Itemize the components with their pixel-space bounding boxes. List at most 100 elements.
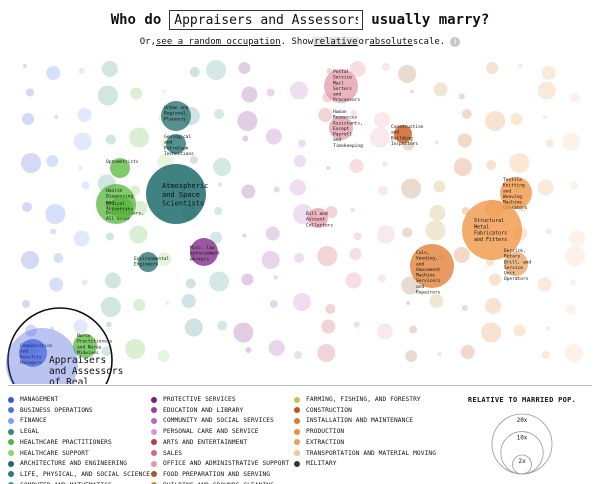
bubble[interactable] <box>398 65 417 83</box>
labeled-bubble[interactable]: Compensation and Benefits Managers <box>19 339 53 367</box>
labeled-bubble[interactable]: Postal Service Mail Sorters and Processors <box>324 69 360 103</box>
bubble[interactable] <box>130 87 143 100</box>
bubble[interactable] <box>545 139 554 148</box>
bubble[interactable] <box>81 181 90 190</box>
legend-item[interactable]: COMPUTER AND MATHEMATICS <box>8 482 112 484</box>
legend-item[interactable]: EXTRACTION <box>294 439 344 446</box>
bubble[interactable] <box>317 344 336 362</box>
bubble[interactable] <box>570 181 578 190</box>
bubble[interactable] <box>486 258 495 266</box>
legend-item[interactable]: LIFE, PHYSICAL, AND SOCIAL SCIENCE <box>8 471 150 478</box>
labeled-bubble[interactable]: Medical Scientists <box>106 197 133 219</box>
bubble[interactable] <box>486 62 499 74</box>
bubble[interactable] <box>537 81 556 100</box>
bubble[interactable] <box>545 326 550 331</box>
occupation-input[interactable] <box>169 10 364 30</box>
bubble[interactable] <box>376 225 395 244</box>
bubble[interactable] <box>73 230 90 247</box>
bubble[interactable] <box>129 225 148 244</box>
bubble[interactable] <box>542 115 547 119</box>
bubble[interactable] <box>353 232 362 241</box>
bubble[interactable] <box>345 272 362 289</box>
bubble[interactable] <box>77 108 92 122</box>
bubble[interactable] <box>381 63 390 71</box>
bubble[interactable] <box>486 160 497 170</box>
bubble[interactable] <box>22 202 32 212</box>
bubble[interactable] <box>105 321 112 328</box>
bubble[interactable] <box>457 133 472 148</box>
bubble[interactable] <box>97 85 118 106</box>
bubble[interactable] <box>105 134 116 145</box>
bubble[interactable] <box>510 113 523 125</box>
bubble[interactable] <box>242 135 249 142</box>
labeled-bubble[interactable]: Derrick, Rotary Drill, and Service Unit Opera… <box>504 248 531 282</box>
bubble[interactable] <box>46 155 59 167</box>
labeled-bubble[interactable]: Atmospheric and Space Scientists <box>146 164 208 224</box>
relative-scale-toggle[interactable]: relative <box>313 37 359 47</box>
bubble[interactable] <box>214 109 225 119</box>
bubble[interactable] <box>514 275 519 280</box>
labeled-bubble[interactable]: Bill and Account Collectors <box>306 208 333 228</box>
legend-item[interactable]: CONSTRUCTION <box>294 407 352 414</box>
bubble[interactable] <box>233 322 254 343</box>
bubble[interactable] <box>100 297 121 317</box>
labeled-bubble[interactable]: Optometrists <box>106 158 139 178</box>
bubble[interactable] <box>23 64 27 68</box>
bubble[interactable] <box>565 344 583 362</box>
bubble[interactable] <box>318 108 333 122</box>
legend-item[interactable]: FOOD PREPARATION AND SERVING <box>151 471 270 478</box>
bubble[interactable] <box>406 301 411 305</box>
legend-item[interactable]: BUILDING AND GROUNDS CLEANING <box>151 482 274 484</box>
bubble[interactable] <box>460 345 475 359</box>
bubble[interactable] <box>189 67 200 77</box>
bubble[interactable] <box>157 252 172 266</box>
bubble[interactable] <box>290 179 306 196</box>
bubble[interactable] <box>125 339 146 359</box>
bubble[interactable] <box>241 273 254 286</box>
bubble[interactable] <box>293 204 313 224</box>
bubble[interactable] <box>537 179 554 196</box>
random-occupation-link[interactable]: see a random occupation <box>156 37 281 47</box>
bubble[interactable] <box>350 208 355 212</box>
legend-item[interactable]: MANAGEMENT <box>8 396 58 403</box>
bubble[interactable] <box>209 271 230 292</box>
bubble[interactable] <box>78 166 83 170</box>
bubble[interactable] <box>21 153 41 173</box>
bubble[interactable] <box>290 81 308 100</box>
labeled-bubble[interactable]: Construction and Building Inspectors <box>391 124 424 147</box>
bubble[interactable] <box>349 248 362 260</box>
bubble[interactable] <box>294 351 302 359</box>
labeled-bubble[interactable]: Human Resources Assistants, Except Payroll an… <box>329 109 363 149</box>
bubble[interactable] <box>104 272 121 289</box>
legend-item[interactable]: FARMING, FISHING, AND FORESTRY <box>294 396 421 403</box>
bubble[interactable] <box>429 205 446 221</box>
legend-item[interactable]: FINANCE <box>8 417 47 424</box>
bubble[interactable] <box>433 180 446 193</box>
bubble[interactable] <box>269 300 278 308</box>
legend-item[interactable]: BUSINESS OPERATIONS <box>8 407 93 414</box>
bubble[interactable] <box>165 301 170 305</box>
bubble[interactable] <box>213 158 232 176</box>
bubble[interactable] <box>210 231 223 244</box>
legend-item[interactable]: ARTS AND ENTERTAINMENT <box>151 439 247 446</box>
bubble[interactable] <box>105 232 114 241</box>
bubble[interactable] <box>565 246 585 266</box>
bubble[interactable] <box>481 322 502 343</box>
legend-item[interactable]: COMMUNITY AND SOCIAL SERVICES <box>151 417 274 424</box>
bubble[interactable] <box>25 324 37 337</box>
bubble[interactable] <box>376 323 393 340</box>
bubble[interactable] <box>570 92 580 103</box>
bubble[interactable] <box>461 109 472 119</box>
bubble[interactable] <box>562 132 580 151</box>
bubble[interactable] <box>294 155 306 167</box>
bubble[interactable] <box>73 132 92 151</box>
bubble[interactable] <box>261 251 280 269</box>
bubble[interactable] <box>509 153 530 173</box>
bubble[interactable] <box>134 259 139 263</box>
bubble[interactable] <box>434 140 439 145</box>
bubble[interactable] <box>369 127 390 148</box>
bubble[interactable] <box>265 128 282 145</box>
bubble[interactable] <box>298 139 306 148</box>
bubble[interactable] <box>349 159 364 173</box>
legend-item[interactable]: LEGAL <box>8 428 39 435</box>
